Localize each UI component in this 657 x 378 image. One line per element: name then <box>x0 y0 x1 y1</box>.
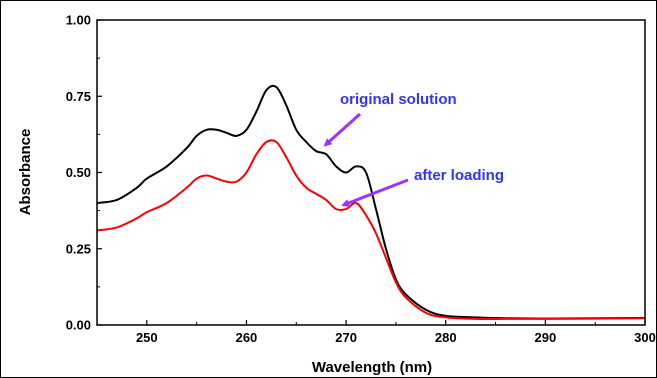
y-tick-label: 1.00 <box>66 13 91 28</box>
y-axis-title: Absorbance <box>17 129 34 216</box>
x-tick-label: 280 <box>435 330 457 345</box>
x-tick-label: 300 <box>634 330 656 345</box>
annotation-after-loading-label: after loading <box>414 167 504 184</box>
series-layer <box>96 84 646 321</box>
series-line-original-solution <box>96 84 646 320</box>
x-tick-label: 290 <box>535 330 557 345</box>
series-line-after-loading <box>96 139 646 321</box>
x-tick-label: 260 <box>236 330 258 345</box>
axis-ticks: 250 260 270 280 290 300 0.00 0.25 0.50 0.75 1.00 <box>66 13 656 346</box>
annotation-original-solution-label: original solution <box>340 91 457 108</box>
y-tick-label: 0.75 <box>66 89 91 104</box>
annotation-after-loading-arrow <box>341 178 409 207</box>
x-tick-label: 250 <box>136 330 158 345</box>
y-tick-label: 0.25 <box>66 241 91 256</box>
annotation-layer: original solution after loading <box>323 91 504 207</box>
y-tick-label: 0.00 <box>66 318 91 333</box>
plot-area <box>96 19 646 326</box>
x-axis-title: Wavelength (nm) <box>312 359 432 376</box>
annotation-original-solution-arrow <box>323 112 362 147</box>
y-tick-label: 0.50 <box>66 165 91 180</box>
x-tick-label: 270 <box>335 330 357 345</box>
